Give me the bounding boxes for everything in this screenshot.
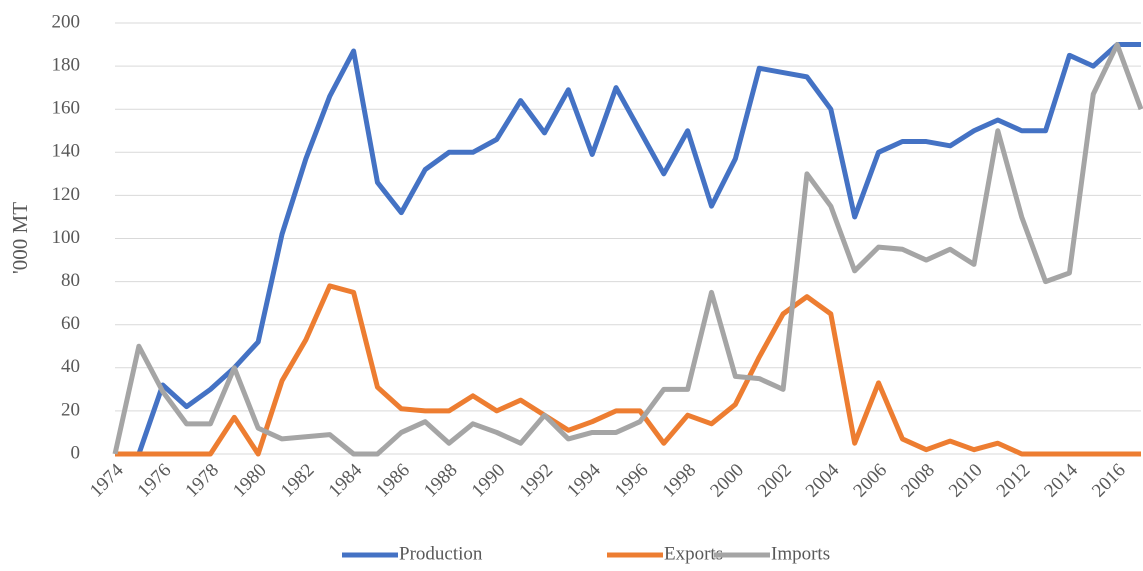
- y-tick-label: 160: [52, 98, 81, 119]
- series-line: [112, 42, 1143, 457]
- legend-label: Exports: [664, 543, 723, 564]
- legend-label: Production: [399, 543, 483, 564]
- y-tick-label: 0: [71, 442, 81, 463]
- y-tick-label: 180: [52, 54, 81, 75]
- x-tick-label: 1992: [515, 460, 557, 502]
- y-tick-label: 20: [61, 399, 80, 420]
- x-tick-label: 1982: [277, 460, 319, 502]
- y-tick-label: 120: [52, 184, 81, 205]
- x-tick-label: 2012: [993, 460, 1035, 502]
- x-tick-label: 1976: [134, 460, 176, 502]
- series-line: [115, 283, 1141, 457]
- y-tick-label: 60: [61, 313, 80, 334]
- x-tick-label: 1974: [86, 459, 128, 501]
- x-tick-label: 2010: [945, 460, 987, 502]
- y-tick-label: 80: [61, 270, 80, 291]
- x-tick-label: 1994: [563, 459, 605, 501]
- x-tick-label: 2006: [849, 460, 891, 502]
- y-tick-label: 100: [52, 227, 81, 248]
- x-tick-label: 1978: [181, 460, 223, 502]
- y-tick-label: 140: [52, 141, 81, 162]
- x-tick-label: 2014: [1040, 459, 1082, 501]
- y-tick-label: 200: [52, 11, 81, 32]
- x-tick-label: 1986: [372, 460, 414, 502]
- legend-label: Imports: [771, 543, 830, 564]
- x-tick-label: 1990: [468, 460, 510, 502]
- y-tick-label: 40: [61, 356, 80, 377]
- x-tick-label: 1984: [325, 459, 367, 501]
- x-tick-label: 2016: [1088, 460, 1130, 502]
- x-tick-label: 1988: [420, 460, 462, 502]
- y-axis-label: '000 MT: [8, 202, 32, 274]
- x-tick-label: 2004: [802, 459, 844, 501]
- x-tick-label: 2000: [706, 460, 748, 502]
- x-tick-label: 1996: [611, 460, 653, 502]
- x-tick-label: 1998: [659, 460, 701, 502]
- x-tick-label: 1980: [229, 460, 271, 502]
- series-line: [115, 42, 1141, 457]
- x-tick-label: 2002: [754, 460, 796, 502]
- x-tick-label: 2008: [897, 460, 939, 502]
